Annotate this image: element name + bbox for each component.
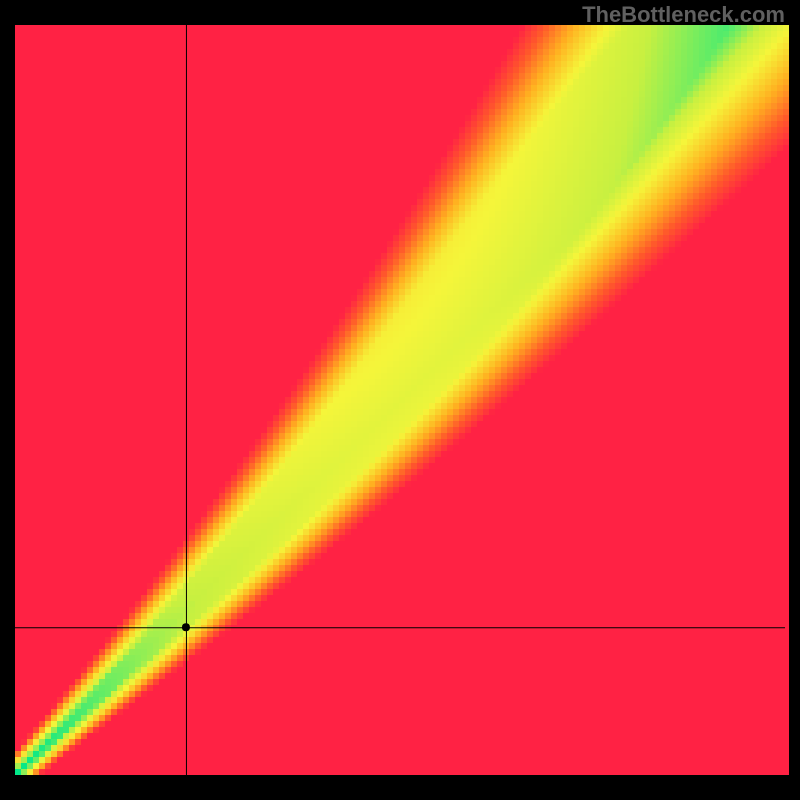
chart-container: TheBottleneck.com (0, 0, 800, 800)
attribution-label: TheBottleneck.com (582, 2, 785, 28)
crosshair-overlay (0, 0, 800, 800)
